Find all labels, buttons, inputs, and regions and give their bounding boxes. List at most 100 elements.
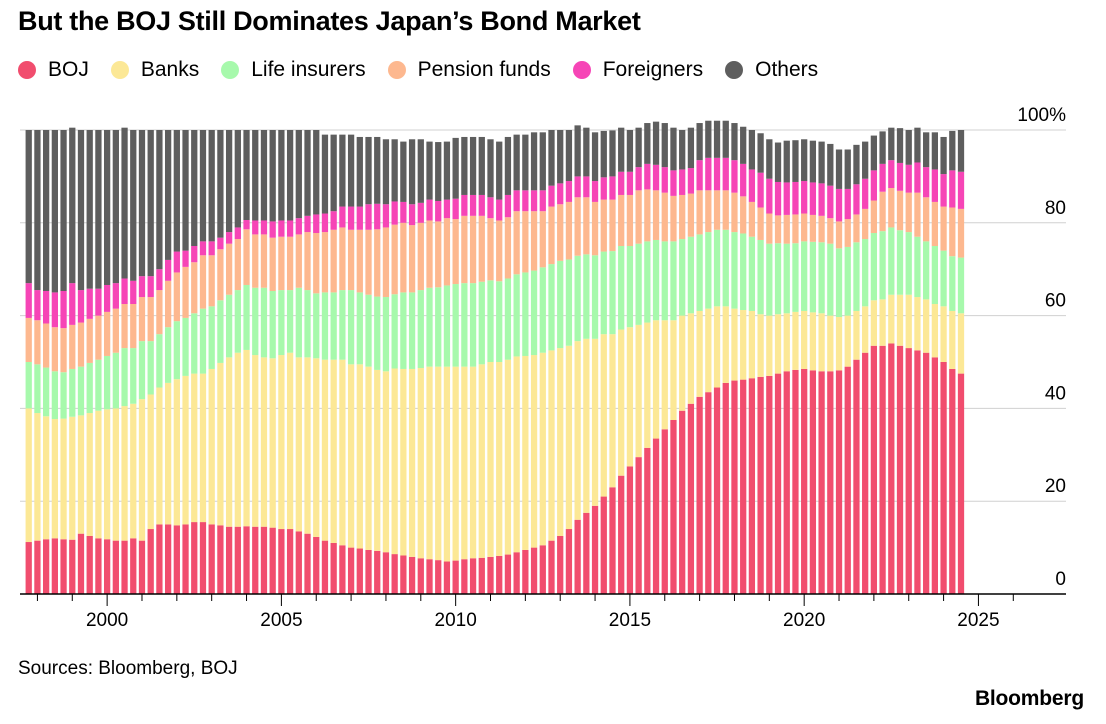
- bar-life-insurers: [591, 255, 599, 339]
- bar-banks: [191, 373, 198, 523]
- bar-banks: [618, 329, 625, 476]
- bar-others: [77, 130, 85, 291]
- bar-pension-funds: [931, 201, 938, 246]
- bar-foreigners: [923, 167, 930, 198]
- bar-others: [661, 123, 668, 168]
- bar-boj: [504, 554, 512, 594]
- bar-boj: [557, 536, 564, 594]
- bar-banks: [896, 294, 904, 346]
- bar-pension-funds: [635, 190, 642, 244]
- bar-pension-funds: [705, 190, 712, 233]
- bar-others: [844, 149, 851, 189]
- bar-foreigners: [478, 194, 485, 216]
- bar-banks: [705, 308, 712, 393]
- bar-foreigners: [853, 184, 860, 215]
- bar-life-insurers: [853, 242, 860, 311]
- bar-pension-funds: [25, 317, 32, 362]
- bar-banks: [914, 297, 921, 351]
- bar-banks: [792, 311, 799, 370]
- bar-banks: [173, 379, 180, 526]
- bar-life-insurers: [809, 241, 817, 313]
- bar-foreigners: [435, 200, 442, 222]
- bar-life-insurers: [199, 308, 207, 374]
- bar-banks: [452, 366, 459, 561]
- bar-foreigners: [243, 220, 250, 230]
- bar-boj: [757, 376, 764, 594]
- bar-others: [565, 130, 573, 182]
- bar-others: [644, 123, 651, 164]
- bar-others: [391, 139, 398, 202]
- bar-life-insurers: [435, 287, 442, 367]
- bar-others: [321, 134, 329, 214]
- bar-pension-funds: [914, 192, 921, 237]
- bar-pension-funds: [879, 191, 886, 232]
- bar-boj: [940, 362, 947, 594]
- bar-life-insurers: [156, 334, 163, 388]
- bar-others: [191, 130, 198, 246]
- bar-pension-funds: [522, 211, 529, 273]
- bar-foreigners: [652, 164, 660, 191]
- bar-banks: [77, 415, 85, 534]
- bar-boj: [696, 396, 703, 594]
- bar-foreigners: [522, 190, 529, 212]
- bar-pension-funds: [618, 194, 625, 246]
- legend-item-life-insurers: Life insurers: [221, 58, 366, 82]
- bar-foreigners: [731, 160, 738, 193]
- bar-foreigners: [591, 181, 599, 202]
- bar-others: [408, 139, 416, 205]
- bar-others: [478, 136, 485, 195]
- bar-boj: [339, 545, 346, 594]
- bar-foreigners: [391, 201, 398, 225]
- bar-life-insurers: [365, 294, 372, 367]
- bar-banks: [670, 320, 677, 420]
- bar-banks: [862, 306, 869, 353]
- bar-pension-funds: [95, 315, 102, 360]
- bar-banks: [426, 366, 433, 560]
- bar-pension-funds: [208, 255, 215, 307]
- bar-pension-funds: [103, 311, 111, 356]
- bar-banks: [809, 312, 817, 371]
- bar-banks: [731, 308, 738, 381]
- bar-others: [888, 127, 895, 161]
- bar-boj: [86, 536, 93, 594]
- bar-banks: [766, 315, 773, 376]
- bar-life-insurers: [539, 267, 546, 353]
- bar-pension-funds: [740, 196, 747, 234]
- bar-life-insurers: [77, 366, 85, 416]
- bar-life-insurers: [748, 236, 756, 311]
- bar-boj: [417, 558, 424, 594]
- bar-pension-funds: [269, 237, 276, 292]
- bar-others: [286, 130, 294, 221]
- bar-boj: [931, 357, 938, 594]
- bar-banks: [478, 364, 485, 558]
- bar-banks: [374, 369, 381, 551]
- bar-foreigners: [600, 177, 607, 200]
- bar-boj: [670, 420, 677, 594]
- bar-banks: [748, 310, 756, 379]
- bar-boj: [304, 533, 311, 594]
- bar-banks: [51, 419, 58, 539]
- bar-boj: [774, 373, 782, 594]
- bar-life-insurers: [583, 254, 590, 339]
- bar-life-insurers: [496, 281, 503, 362]
- bar-banks: [757, 314, 764, 377]
- bar-others: [931, 132, 938, 170]
- bar-banks: [827, 315, 834, 372]
- bar-others: [766, 139, 773, 179]
- bar-others: [879, 131, 886, 164]
- bar-banks: [43, 416, 50, 540]
- bar-others: [51, 130, 58, 293]
- bar-life-insurers: [757, 239, 764, 315]
- bar-life-insurers: [234, 290, 241, 353]
- bar-pension-funds: [295, 234, 302, 288]
- bar-life-insurers: [914, 236, 921, 298]
- bar-pension-funds: [461, 215, 468, 284]
- bar-banks: [112, 408, 119, 541]
- bar-boj: [583, 512, 590, 594]
- bar-foreigners: [86, 288, 93, 319]
- bar-others: [217, 130, 224, 238]
- bar-life-insurers: [225, 294, 233, 358]
- bar-foreigners: [679, 169, 686, 195]
- bar-pension-funds: [583, 197, 590, 255]
- bar-banks: [870, 300, 878, 346]
